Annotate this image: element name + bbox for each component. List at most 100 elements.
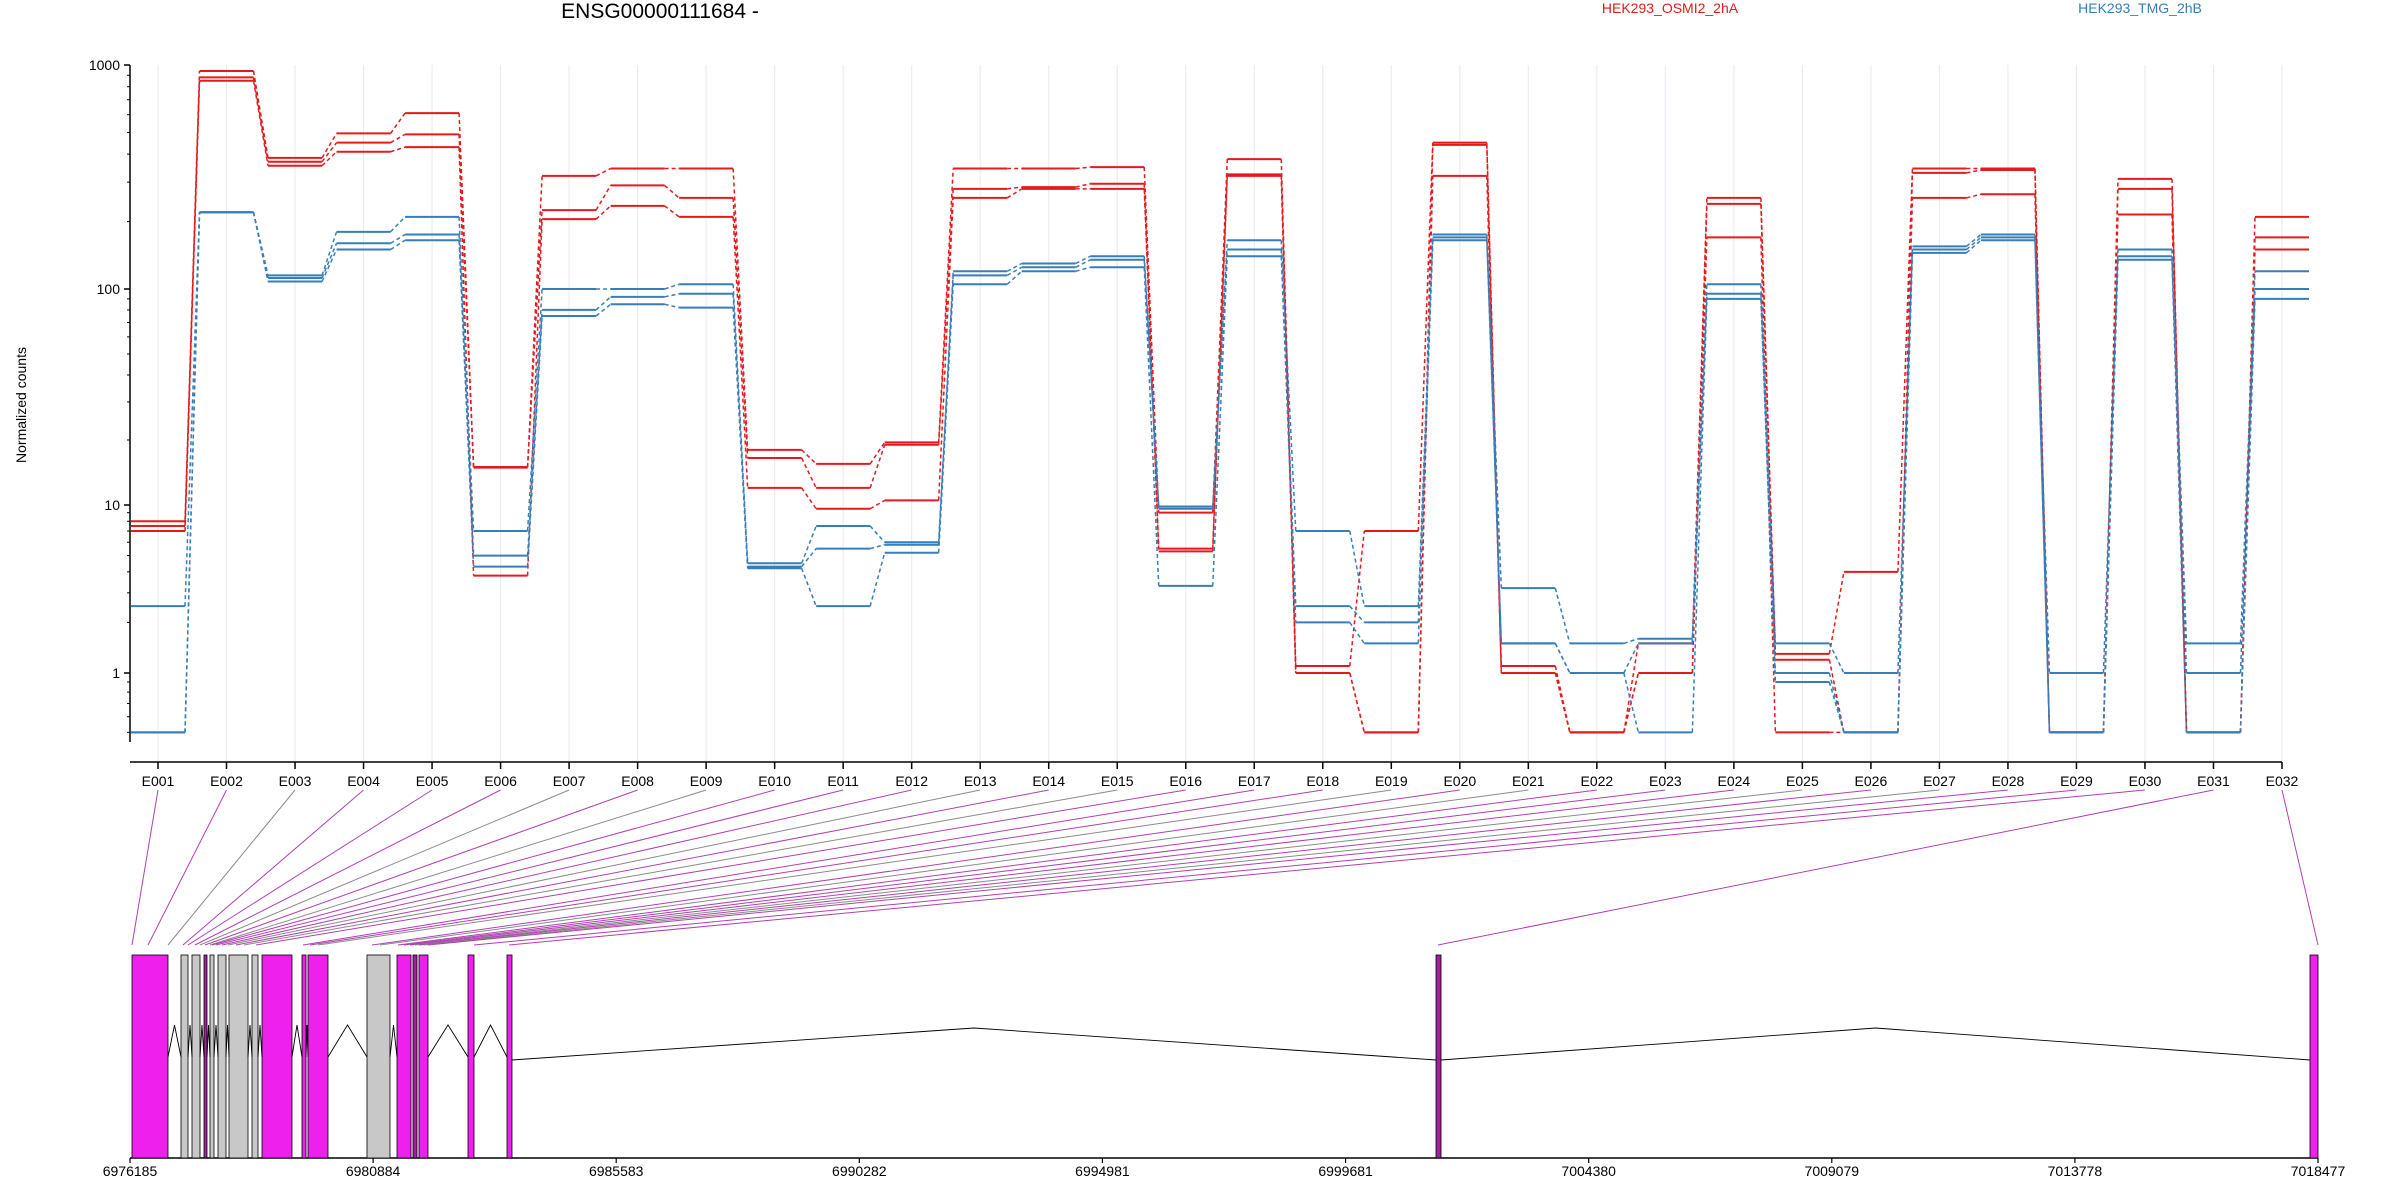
data-connector	[1623, 643, 1640, 674]
x-tick-label-e016: E016	[1169, 773, 1202, 789]
connector-e019	[317, 789, 1392, 946]
data-connector	[1417, 240, 1434, 644]
data-connector	[390, 133, 406, 144]
connector-e016	[255, 789, 1186, 946]
x-tick-label-e004: E004	[347, 773, 380, 789]
intron-line-16	[1440, 1027, 2311, 1061]
x-tick-label-e026: E026	[1855, 773, 1888, 789]
connector-e002	[147, 789, 227, 946]
connector-e030	[508, 789, 2146, 946]
data-connector	[1075, 266, 1091, 272]
data-connector	[801, 548, 817, 568]
intron-line-9	[291, 1024, 303, 1058]
data-connector	[1006, 270, 1023, 285]
exon-box-7	[228, 954, 249, 1159]
x-tick-label-e012: E012	[895, 773, 928, 789]
data-connector	[1143, 188, 1160, 552]
data-connector	[2034, 240, 2051, 733]
connector-e005	[187, 789, 433, 946]
legend-entry-osmi2: HEK293_OSMI2_2hA	[1601, 0, 1739, 16]
data-connector	[1554, 587, 1571, 644]
data-connector	[2034, 169, 2051, 733]
data-connector	[732, 307, 749, 569]
data-connector	[732, 284, 749, 564]
x-tick-label-e008: E008	[621, 773, 654, 789]
connector-e003	[167, 789, 296, 946]
data-connector	[1075, 166, 1091, 170]
connector-e010	[211, 789, 775, 946]
data-connector	[1349, 530, 1366, 607]
y-tick-label-1: 1	[112, 665, 120, 681]
data-connector	[1007, 186, 1022, 190]
data-connector	[1075, 255, 1091, 265]
data-connector	[1623, 637, 1639, 645]
connector-e025	[414, 789, 1803, 946]
data-connector	[321, 133, 338, 159]
data-connector	[2102, 249, 2119, 674]
data-connector	[1965, 239, 1982, 254]
data-connector	[1417, 142, 1434, 532]
data-connector	[1280, 240, 1297, 532]
data-connector	[252, 212, 269, 282]
data-connector	[869, 499, 886, 510]
connector-e014	[235, 789, 1049, 946]
data-connector	[2034, 237, 2051, 733]
x-tick-label-e006: E006	[484, 773, 517, 789]
exon-box-16	[467, 954, 475, 1159]
exon-box-1	[131, 954, 169, 1159]
data-connector	[869, 544, 885, 550]
data-connector	[664, 293, 680, 298]
data-connector	[1417, 175, 1434, 733]
exon-box-19	[2309, 954, 2319, 1159]
connector-e001	[131, 789, 159, 946]
data-connector	[1280, 256, 1297, 623]
data-connector	[664, 184, 680, 199]
connector-e013	[227, 789, 981, 946]
data-connector	[2239, 298, 2256, 733]
connector-e026	[418, 789, 1871, 946]
x-tick-label-e007: E007	[553, 773, 586, 789]
exon-box-17	[506, 954, 513, 1159]
data-connector	[321, 151, 338, 167]
data-connector	[1760, 203, 1777, 660]
gene-axis-label-7004380: 7004380	[1561, 1163, 1616, 1179]
connector-e028	[427, 789, 2008, 946]
data-connector	[526, 309, 543, 556]
data-connector	[526, 210, 543, 468]
data-connector	[2171, 259, 2188, 733]
data-connector	[1965, 233, 1982, 247]
grid-lines	[157, 65, 2283, 762]
gene-axis-label-7018477: 7018477	[2291, 1163, 2346, 1179]
exon-box-3	[191, 954, 201, 1159]
data-connector	[732, 216, 749, 488]
data-connector	[1965, 236, 1982, 251]
exon-connectors	[131, 789, 2319, 946]
data-connector	[801, 449, 817, 465]
data-connector	[664, 303, 680, 309]
connector-e031	[1437, 789, 2214, 946]
exon-box-10	[301, 954, 307, 1159]
series-1-hek293-osmi2-2ha	[131, 76, 2309, 734]
x-tick-label-e023: E023	[1649, 773, 1682, 789]
data-connector	[595, 303, 612, 317]
data-connector	[526, 288, 543, 532]
x-tick-label-e013: E013	[964, 773, 997, 789]
connector-e032	[2281, 789, 2319, 946]
data-connector	[1554, 672, 1571, 733]
data-connector	[1897, 252, 1914, 733]
x-tick-label-e021: E021	[1512, 773, 1545, 789]
connector-e027	[423, 789, 1940, 946]
x-tick-label-e003: E003	[279, 773, 312, 789]
data-connector	[184, 212, 201, 733]
data-connector	[869, 552, 886, 607]
x-tick-label-e010: E010	[758, 773, 791, 789]
intron-line-12	[389, 1024, 398, 1058]
data-connector	[321, 231, 338, 276]
gene-axis-label-6985583: 6985583	[589, 1163, 644, 1179]
exon-box-4	[203, 954, 208, 1159]
exon-box-14	[412, 954, 418, 1159]
data-connector	[1075, 259, 1091, 268]
x-tick-label-e002: E002	[210, 773, 243, 789]
data-connector	[1760, 298, 1777, 683]
data-connector	[800, 568, 817, 607]
